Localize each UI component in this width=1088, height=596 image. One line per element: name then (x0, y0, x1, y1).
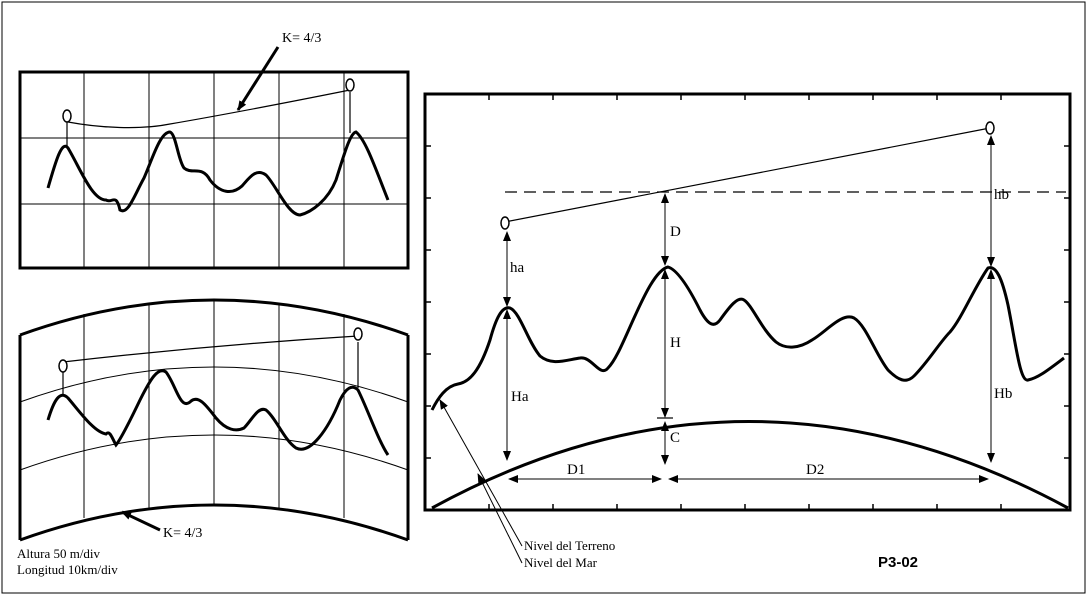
radio-ray (504, 127, 991, 223)
label-hb: hb (994, 187, 1009, 203)
label-ha: ha (510, 260, 525, 276)
panel-curved-k-label: K= 4/3 (163, 526, 202, 541)
panel-main-profile: ha Ha D H C hb Hb D1 D2 Nivel del Terren… (423, 92, 1072, 571)
antenna-a (500, 216, 510, 230)
panel-curved-ray (62, 335, 359, 363)
terrain-profile (430, 265, 1065, 411)
panel-flat-terrain (46, 130, 390, 217)
sea-leader (477, 473, 523, 564)
panel-curved-antenna-a (58, 359, 68, 373)
scale-length-label: Longitud 10km/div (17, 562, 118, 577)
panel-curved-profile: K= 4/3 Altura 50 m/div Longitud 10km/div (17, 298, 410, 577)
panel-flat-antenna-b (345, 78, 355, 92)
label-Hb: Hb (994, 386, 1012, 402)
panel-flat-grid (20, 72, 408, 268)
sea-level-curve (431, 420, 1069, 510)
figure-code: P3-02 (878, 554, 918, 571)
panel-flat-k-label: K= 4/3 (282, 31, 321, 46)
panel-curved-frame-bottom (19, 503, 409, 542)
panel-curved-antenna-b (353, 327, 363, 341)
label-D1: D1 (567, 462, 585, 478)
panel-main-ticks (425, 94, 1070, 510)
label-C: C (670, 430, 680, 446)
panel-flat-ray (67, 89, 351, 129)
label-Ha: Ha (511, 389, 529, 405)
panel-flat-profile: K= 4/3 (18, 31, 410, 270)
label-H: H (670, 335, 681, 351)
panel-flat-k-arrow (236, 46, 280, 111)
panel-flat-antenna-a (62, 109, 72, 123)
legend-terrain: Nivel del Terreno (524, 538, 615, 553)
terrain-leader (439, 399, 523, 547)
antenna-b (985, 121, 995, 135)
scale-height-label: Altura 50 m/div (17, 546, 101, 561)
panel-curved-k-arrow (121, 510, 161, 532)
legend-sea: Nivel del Mar (524, 555, 598, 570)
label-D2: D2 (806, 462, 824, 478)
panel-curved-terrain (46, 369, 390, 456)
label-D: D (670, 224, 681, 240)
